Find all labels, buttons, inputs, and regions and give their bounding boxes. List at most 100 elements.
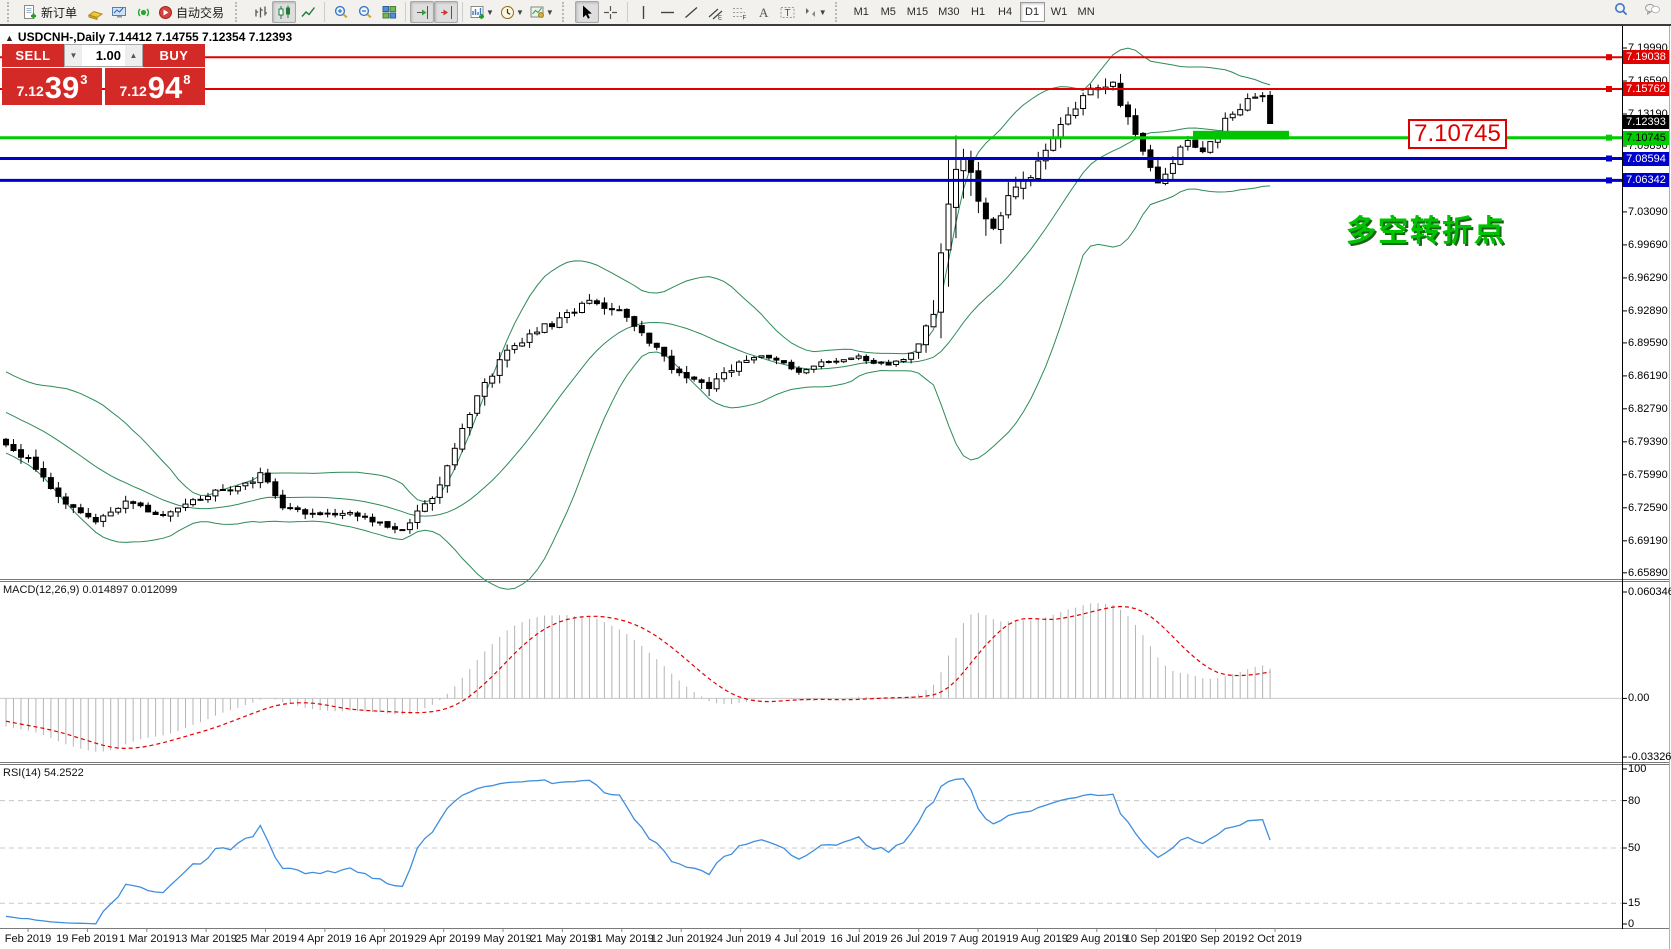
timeframe-m5-button[interactable]: M5 — [880, 6, 896, 18]
indicators-button[interactable]: ▼ — [467, 1, 497, 23]
fibo-icon: F — [733, 7, 747, 21]
timeframe-m1-button[interactable]: M1 — [853, 6, 869, 18]
templates-button[interactable]: ▼ — [527, 1, 557, 23]
svg-text:A: A — [759, 5, 769, 20]
profiles-button[interactable] — [107, 1, 131, 23]
periods-icon — [500, 5, 514, 19]
timeframe-h4-button[interactable]: H4 — [998, 6, 1013, 18]
main-toolbar: 新订单 自动交易 ▼ ▼ ▼ E F A T ▼ M1 M5 M15 M30 H1 H4 D1 W1 MN — [0, 0, 1671, 26]
timeframe-m30-button[interactable]: M30 — [938, 6, 960, 18]
fibonacci-button[interactable]: F — [728, 1, 752, 23]
timeframe-h1-button[interactable]: H1 — [971, 6, 986, 18]
templates-icon — [530, 6, 544, 18]
text-button[interactable]: A — [752, 1, 776, 23]
buy-price-point: 8 — [183, 72, 191, 87]
candlestick-chart-button[interactable] — [272, 1, 297, 23]
new-order-icon — [24, 4, 36, 19]
buy-button[interactable]: BUY — [143, 44, 205, 67]
autotrading-button-label: 自动交易 — [176, 5, 225, 20]
auto-scroll-button[interactable] — [410, 1, 435, 23]
toolbar-grip — [834, 2, 844, 22]
dropdown-arrow-icon: ▼ — [515, 7, 524, 17]
svg-text:E: E — [718, 15, 722, 21]
collapse-icon[interactable]: ▲ — [5, 33, 14, 43]
sell-price-button[interactable]: 7.12 39 3 — [2, 68, 102, 105]
vertical-line-button[interactable] — [632, 1, 656, 23]
line-chart-icon — [301, 6, 315, 17]
zoom-in-icon — [334, 5, 347, 18]
horizontal-line-button[interactable] — [656, 1, 680, 23]
dropdown-arrow-icon: ▼ — [486, 7, 494, 17]
auto-scroll-icon — [416, 5, 428, 19]
candles-icon — [278, 5, 290, 19]
macd-label: MACD(12,26,9) 0.014897 0.012099 — [3, 584, 178, 596]
channel-button[interactable]: E — [704, 1, 728, 23]
timeframe-m15-button[interactable]: M15 — [906, 6, 929, 18]
toolbar-separator — [462, 2, 464, 22]
volume-input[interactable] — [82, 45, 125, 66]
tile-windows-button[interactable] — [377, 1, 401, 23]
timeframe-d1-button[interactable]: D1 — [1019, 2, 1045, 22]
cursor-icon — [583, 5, 593, 19]
chart-title: ▲ USDCNH-,Daily 7.14412 7.14755 7.12354 7… — [5, 30, 292, 44]
alerts-icon — [137, 8, 149, 16]
volume-up-button[interactable]: ▲ — [125, 45, 142, 66]
line-chart-button[interactable] — [296, 1, 320, 23]
text-icon: A — [759, 5, 769, 20]
arrows-button[interactable]: ▼ — [800, 1, 830, 23]
arrows-icon — [805, 7, 815, 17]
sell-price-pips: 39 — [44, 70, 80, 105]
channel-icon: E — [708, 8, 723, 21]
autotrading-icon — [159, 5, 173, 19]
toolbar-separator — [405, 2, 407, 22]
new-order-button[interactable]: 新订单 — [20, 1, 83, 23]
label-icon: T — [780, 6, 795, 19]
svg-text:T: T — [785, 8, 791, 19]
buy-price-base: 7.12 — [119, 83, 147, 99]
sell-price-point: 3 — [80, 72, 88, 87]
pivot-annotation-text[interactable]: 多空转折点 — [1346, 215, 1506, 248]
hline-icon — [661, 11, 675, 13]
zoom-out-icon — [358, 5, 371, 18]
indicators-icon — [470, 5, 485, 19]
dropdown-arrow-icon: ▼ — [818, 7, 827, 17]
new-chart-button[interactable] — [83, 1, 107, 23]
search-button[interactable] — [1613, 1, 1630, 23]
autotrading-button[interactable]: 自动交易 — [155, 1, 230, 23]
timeframe-w1-button[interactable]: W1 — [1050, 6, 1068, 18]
profiles-icon — [111, 6, 126, 18]
label-button[interactable]: T — [776, 1, 800, 23]
periods-button[interactable]: ▼ — [497, 1, 527, 23]
toolbar-grip — [235, 2, 244, 22]
chart-shift-button[interactable] — [434, 1, 459, 23]
trendline-button[interactable] — [680, 1, 704, 23]
price-annotation-box[interactable]: 7.10745 — [1408, 119, 1507, 149]
sell-price-base: 7.12 — [16, 83, 44, 99]
timeframe-mn-button[interactable]: MN — [1077, 6, 1095, 18]
bar-chart-button[interactable] — [248, 1, 272, 23]
vline-icon — [643, 5, 645, 19]
buy-price-button[interactable]: 7.12 94 8 — [105, 68, 205, 105]
alerts-button[interactable] — [131, 1, 155, 23]
toolbar-grip — [561, 2, 571, 22]
dropdown-arrow-icon: ▼ — [545, 7, 554, 17]
crosshair-button[interactable] — [599, 1, 623, 23]
chat-button[interactable] — [1644, 1, 1661, 23]
tile-icon — [382, 5, 396, 18]
cursor-button[interactable] — [574, 1, 599, 23]
new-chart-icon — [87, 10, 103, 20]
zoom-in-button[interactable] — [329, 1, 353, 23]
bars-icon — [254, 6, 267, 17]
chart-title-text: USDCNH-,Daily 7.14412 7.14755 7.12354 7.… — [17, 30, 293, 44]
sell-button[interactable]: SELL — [2, 44, 64, 67]
rsi-label: RSI(14) 54.2522 — [3, 767, 84, 779]
new-order-button-label: 新订单 — [41, 5, 78, 20]
svg-text:F: F — [743, 15, 747, 21]
volume-down-button[interactable]: ▼ — [65, 45, 82, 66]
volume-spinner: ▼ ▲ — [64, 44, 143, 67]
toolbar-separator — [626, 2, 628, 22]
zoom-out-button[interactable] — [353, 1, 377, 23]
one-click-trading-panel: SELL ▼ ▲ BUY 7.12 39 3 7.12 94 8 — [2, 44, 205, 105]
search-icon — [1615, 3, 1628, 16]
